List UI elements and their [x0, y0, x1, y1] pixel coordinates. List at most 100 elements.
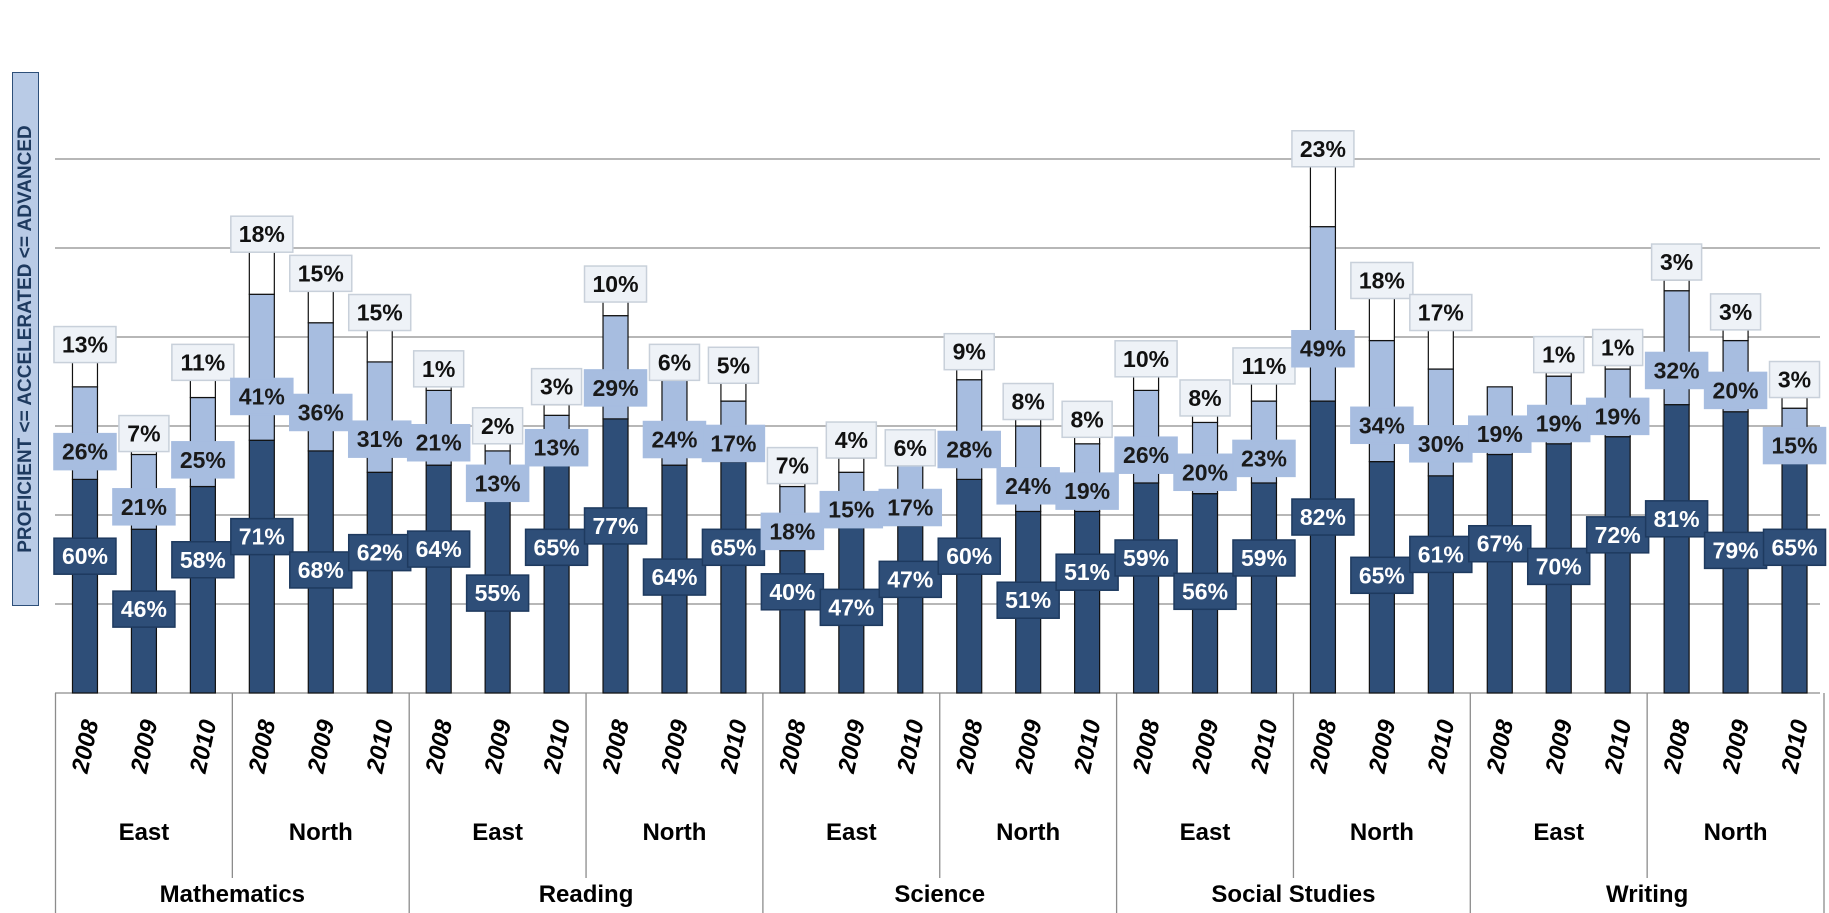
data-label-proficient-box — [524, 528, 589, 567]
data-label-advanced-box — [1709, 293, 1762, 331]
data-label-accelerated: 28% — [946, 436, 992, 462]
data-label-proficient-box — [112, 590, 176, 628]
data-label-proficient: 47% — [828, 594, 874, 620]
y-axis-label: PROFICIENT <= ACCELERATED <= ADVANCED — [14, 125, 36, 553]
data-label-accelerated: 26% — [1123, 442, 1169, 468]
data-label-advanced: 3% — [1719, 299, 1752, 325]
bar-proficient — [248, 439, 275, 694]
data-label-advanced-box — [1650, 243, 1703, 281]
data-label-proficient: 59% — [1123, 545, 1169, 571]
data-label-advanced: 18% — [1359, 267, 1405, 293]
data-label-accelerated-box — [1291, 329, 1355, 368]
tick-label-year: 2010 — [1069, 717, 1107, 776]
data-label-advanced: 3% — [1778, 367, 1811, 393]
data-label-advanced: 13% — [62, 332, 108, 358]
data-label-proficient-box — [760, 573, 825, 611]
tick-label-year: 2009 — [1187, 717, 1225, 776]
data-label-proficient: 47% — [887, 566, 933, 592]
data-label-proficient: 81% — [1654, 506, 1700, 532]
data-label-proficient: 67% — [1477, 531, 1523, 557]
tick-label-year: 2009 — [1010, 717, 1048, 776]
bar-proficient — [1132, 482, 1160, 694]
tick-label-region: North — [996, 819, 1060, 846]
data-label-advanced: 1% — [1601, 334, 1634, 360]
data-label-advanced-box — [289, 254, 353, 293]
data-label-accelerated-box — [819, 490, 884, 529]
data-label-accelerated: 21% — [121, 494, 167, 520]
data-label-advanced-box — [1179, 379, 1231, 417]
data-label-advanced-box — [1002, 382, 1054, 421]
tick-label-year: 2010 — [185, 717, 223, 776]
bar-proficient — [71, 478, 99, 694]
data-label-proficient-box — [878, 560, 943, 599]
bar-proficient — [1604, 436, 1631, 694]
data-label-advanced: 6% — [894, 435, 927, 461]
data-label-advanced: 9% — [953, 339, 986, 365]
data-label-accelerated: 32% — [1654, 357, 1700, 383]
data-label-proficient-box — [937, 537, 1001, 575]
bar-proficient — [956, 478, 983, 694]
data-label-proficient: 65% — [710, 534, 756, 560]
data-label-advanced-box — [943, 332, 995, 371]
data-label-accelerated-box — [230, 377, 294, 416]
bar-advanced — [1663, 279, 1690, 292]
data-label-proficient: 82% — [1300, 504, 1346, 530]
tick-label-year: 2008 — [1128, 717, 1166, 776]
data-label-advanced: 23% — [1300, 136, 1346, 162]
data-label-proficient: 68% — [298, 557, 344, 583]
bar-proficient — [425, 464, 452, 694]
tick-label-subject: Social Studies — [1211, 881, 1375, 908]
data-label-accelerated: 21% — [416, 430, 462, 456]
bar-proficient — [779, 549, 806, 694]
data-label-accelerated-box — [1703, 371, 1768, 410]
tick-label-year: 2008 — [1658, 717, 1696, 776]
tick-label-year: 2008 — [67, 717, 105, 776]
tick-label-year: 2010 — [715, 717, 753, 776]
data-label-accelerated-box — [996, 467, 1060, 505]
data-label-advanced-box — [1232, 347, 1296, 385]
data-label-advanced: 5% — [717, 352, 750, 378]
data-label-proficient: 59% — [1241, 545, 1287, 571]
bar-proficient — [897, 525, 924, 694]
data-label-advanced-box — [1768, 360, 1821, 399]
data-label-accelerated: 24% — [1005, 473, 1051, 499]
bar-advanced — [720, 382, 747, 402]
data-label-advanced-box — [412, 350, 465, 388]
data-label-accelerated: 49% — [1300, 336, 1346, 362]
data-label-accelerated: 30% — [1418, 431, 1464, 457]
data-label-proficient: 65% — [534, 534, 580, 560]
data-label-advanced: 3% — [1660, 249, 1693, 275]
tick-label-subject: Science — [894, 881, 985, 908]
data-label-proficient: 60% — [946, 543, 992, 569]
data-label-advanced-box — [1114, 340, 1178, 378]
data-label-accelerated-box — [937, 430, 1001, 469]
data-label-proficient-box — [1350, 556, 1414, 595]
bar-advanced — [543, 404, 570, 416]
tick-label-year: 2009 — [1540, 717, 1578, 776]
data-label-accelerated: 29% — [593, 375, 639, 401]
data-label-proficient-box — [347, 533, 412, 572]
data-label-proficient-box — [1644, 500, 1709, 538]
data-label-proficient-box — [996, 581, 1060, 619]
data-label-advanced: 11% — [180, 349, 225, 375]
data-label-accelerated-box — [53, 432, 117, 471]
tick-label-region: East — [826, 819, 877, 846]
data-label-accelerated-box — [1055, 472, 1119, 510]
data-label-proficient: 51% — [1064, 559, 1110, 585]
data-label-accelerated-box — [406, 423, 471, 462]
data-label-advanced-box — [347, 293, 412, 332]
data-label-proficient: 55% — [475, 580, 521, 606]
data-label-proficient-box — [1409, 535, 1473, 574]
tick-label-region: East — [472, 819, 523, 846]
data-label-advanced-box — [471, 407, 524, 445]
data-label-accelerated: 17% — [710, 430, 756, 456]
data-label-accelerated-box — [642, 420, 707, 459]
data-label-accelerated-box — [1526, 404, 1591, 443]
tick-label-year: 2009 — [656, 717, 694, 776]
data-label-advanced-box — [230, 215, 294, 253]
data-label-accelerated: 36% — [298, 399, 344, 425]
data-label-accelerated: 23% — [1241, 445, 1287, 471]
data-label-advanced: 8% — [1012, 389, 1045, 415]
data-label-advanced-box — [1532, 335, 1585, 374]
data-label-accelerated-box — [171, 441, 235, 479]
